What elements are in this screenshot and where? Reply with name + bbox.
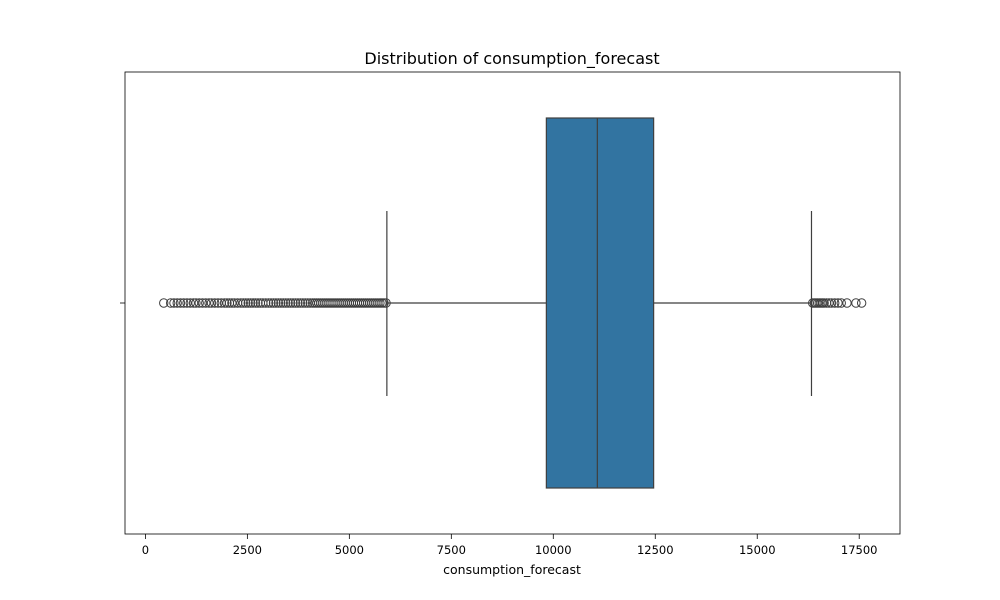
outlier-point xyxy=(826,298,837,308)
outlier-point xyxy=(165,298,176,308)
outlier-point xyxy=(851,298,861,308)
outlier-point xyxy=(159,298,169,308)
outlier-point xyxy=(819,298,829,308)
outlier-point xyxy=(833,298,843,308)
outlier-point xyxy=(172,298,182,308)
outlier-point xyxy=(248,298,258,308)
outlier-point xyxy=(219,298,230,308)
outlier-point xyxy=(290,298,301,308)
x-tick-label: 0 xyxy=(142,543,149,557)
outlier-point xyxy=(213,298,223,308)
chart-title: Distribution of consumption_forecast xyxy=(364,49,659,69)
outlier-point xyxy=(182,298,192,308)
outlier-point xyxy=(276,298,286,308)
outlier-point xyxy=(169,298,179,308)
outlier-point xyxy=(856,298,867,308)
outlier-point xyxy=(175,298,186,308)
outlier-point xyxy=(263,298,274,308)
outlier-point xyxy=(191,298,201,308)
x-tick-label: 12500 xyxy=(637,543,674,557)
outlier-point xyxy=(250,298,261,308)
outlier-point xyxy=(273,298,284,308)
x-tick-label: 10000 xyxy=(535,543,572,557)
outlier-point xyxy=(266,298,276,308)
outlier-point xyxy=(268,298,279,308)
x-tick-label: 17500 xyxy=(841,543,878,557)
x-tick-label: 7500 xyxy=(437,543,466,557)
outlier-point xyxy=(188,298,199,308)
outlier-point xyxy=(830,298,840,308)
outlier-point xyxy=(243,298,253,308)
outlier-point xyxy=(300,298,310,308)
x-tick-label: 5000 xyxy=(335,543,364,557)
outlier-point xyxy=(245,298,256,308)
outlier-point xyxy=(842,298,852,308)
outlier-point xyxy=(253,298,263,308)
box-group xyxy=(545,117,655,489)
whiskers-group xyxy=(386,211,813,396)
outlier-point xyxy=(241,298,251,308)
outlier-point xyxy=(204,298,214,308)
outlier-point xyxy=(236,298,246,308)
outlier-point xyxy=(222,298,232,308)
outlier-point xyxy=(278,298,288,308)
outlier-point xyxy=(227,298,237,308)
outlier-point xyxy=(283,298,293,308)
outlier-point xyxy=(197,298,208,308)
outlier-point xyxy=(836,298,846,308)
outlier-point xyxy=(238,298,248,308)
outlier-point xyxy=(201,298,211,308)
outlier-point xyxy=(271,298,281,308)
outlier-point xyxy=(206,298,217,308)
outlier-point xyxy=(298,298,308,308)
x-axis-label: consumption_forecast xyxy=(443,562,581,577)
outlier-point xyxy=(285,298,296,308)
outlier-point xyxy=(185,298,195,308)
outlier-point xyxy=(281,298,291,308)
x-tick-label: 15000 xyxy=(739,543,776,557)
outlier-point xyxy=(303,298,313,308)
outlier-point xyxy=(194,298,204,308)
outlier-point xyxy=(179,298,189,308)
outlier-point xyxy=(261,298,271,308)
x-tick-label: 2500 xyxy=(233,543,262,557)
outlier-point xyxy=(824,298,834,308)
outlier-point xyxy=(293,298,303,308)
outlier-point xyxy=(210,298,220,308)
outlier-point xyxy=(288,298,298,308)
outlier-point xyxy=(229,298,240,308)
x-axis-ticks: 0 2500 5000 7500 10000 12500 15000 17500 xyxy=(142,534,878,557)
outlier-point xyxy=(295,298,306,308)
iqr-box xyxy=(545,117,655,489)
